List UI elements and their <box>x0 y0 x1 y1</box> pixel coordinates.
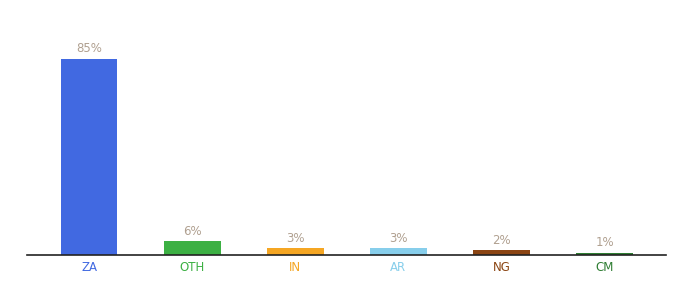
Text: 1%: 1% <box>595 236 614 249</box>
Text: 2%: 2% <box>492 234 511 247</box>
Bar <box>164 241 220 255</box>
Bar <box>61 59 118 255</box>
Bar <box>370 248 427 255</box>
Bar <box>267 248 324 255</box>
Text: 85%: 85% <box>76 42 102 55</box>
Text: 3%: 3% <box>389 232 407 244</box>
Bar <box>576 253 633 255</box>
Text: 3%: 3% <box>286 232 305 244</box>
Text: 6%: 6% <box>183 225 201 238</box>
Bar <box>473 250 530 255</box>
